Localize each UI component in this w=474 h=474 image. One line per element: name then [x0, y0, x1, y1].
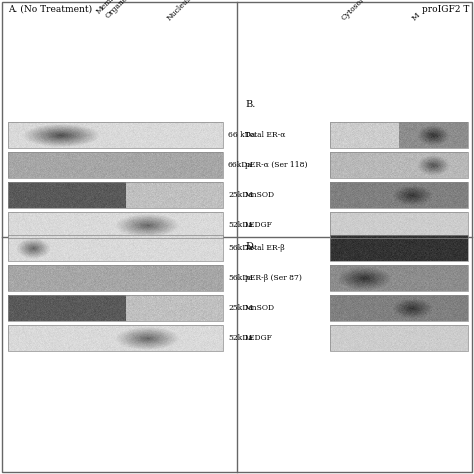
Bar: [330, 122, 468, 148]
Bar: [330, 235, 468, 261]
Bar: [330, 212, 468, 238]
Text: 66 kDa: 66 kDa: [228, 131, 255, 139]
Text: proIGF2 T: proIGF2 T: [422, 5, 469, 14]
Text: MnSOD: MnSOD: [245, 191, 275, 199]
Bar: [8, 212, 223, 238]
Text: M: M: [410, 11, 421, 22]
Text: D.: D.: [245, 242, 255, 251]
Text: 25kDa: 25kDa: [228, 191, 253, 199]
Bar: [330, 152, 468, 178]
Text: 52kDa: 52kDa: [228, 221, 253, 229]
Text: Nucleus: Nucleus: [165, 0, 193, 22]
Text: pER-β (Ser 87): pER-β (Ser 87): [245, 274, 302, 282]
Text: 56kDa: 56kDa: [228, 274, 253, 282]
Bar: [8, 182, 223, 208]
Bar: [330, 325, 468, 351]
Text: Membrane/
Organelle: Membrane/ Organelle: [95, 0, 138, 22]
Bar: [330, 265, 468, 291]
Bar: [330, 295, 468, 321]
Bar: [8, 265, 223, 291]
Text: LEDGF: LEDGF: [245, 334, 273, 342]
Text: 56kDa: 56kDa: [228, 244, 253, 252]
Text: LEDGF: LEDGF: [245, 221, 273, 229]
Bar: [8, 235, 223, 261]
Text: B.: B.: [245, 100, 255, 109]
Bar: [8, 295, 223, 321]
Text: 66kDa: 66kDa: [228, 161, 253, 169]
Text: pER-α (Ser 118): pER-α (Ser 118): [245, 161, 308, 169]
Text: 25kDa: 25kDa: [228, 304, 253, 312]
Bar: [8, 152, 223, 178]
Bar: [330, 182, 468, 208]
Text: A. (No Treatment): A. (No Treatment): [8, 5, 92, 14]
Bar: [8, 325, 223, 351]
Text: MnSOD: MnSOD: [245, 304, 275, 312]
Text: Total ER-α: Total ER-α: [245, 131, 285, 139]
Text: 52kDa: 52kDa: [228, 334, 253, 342]
Bar: [8, 122, 223, 148]
Text: Cytosol: Cytosol: [340, 0, 366, 22]
Text: Total ER-β: Total ER-β: [245, 244, 284, 252]
